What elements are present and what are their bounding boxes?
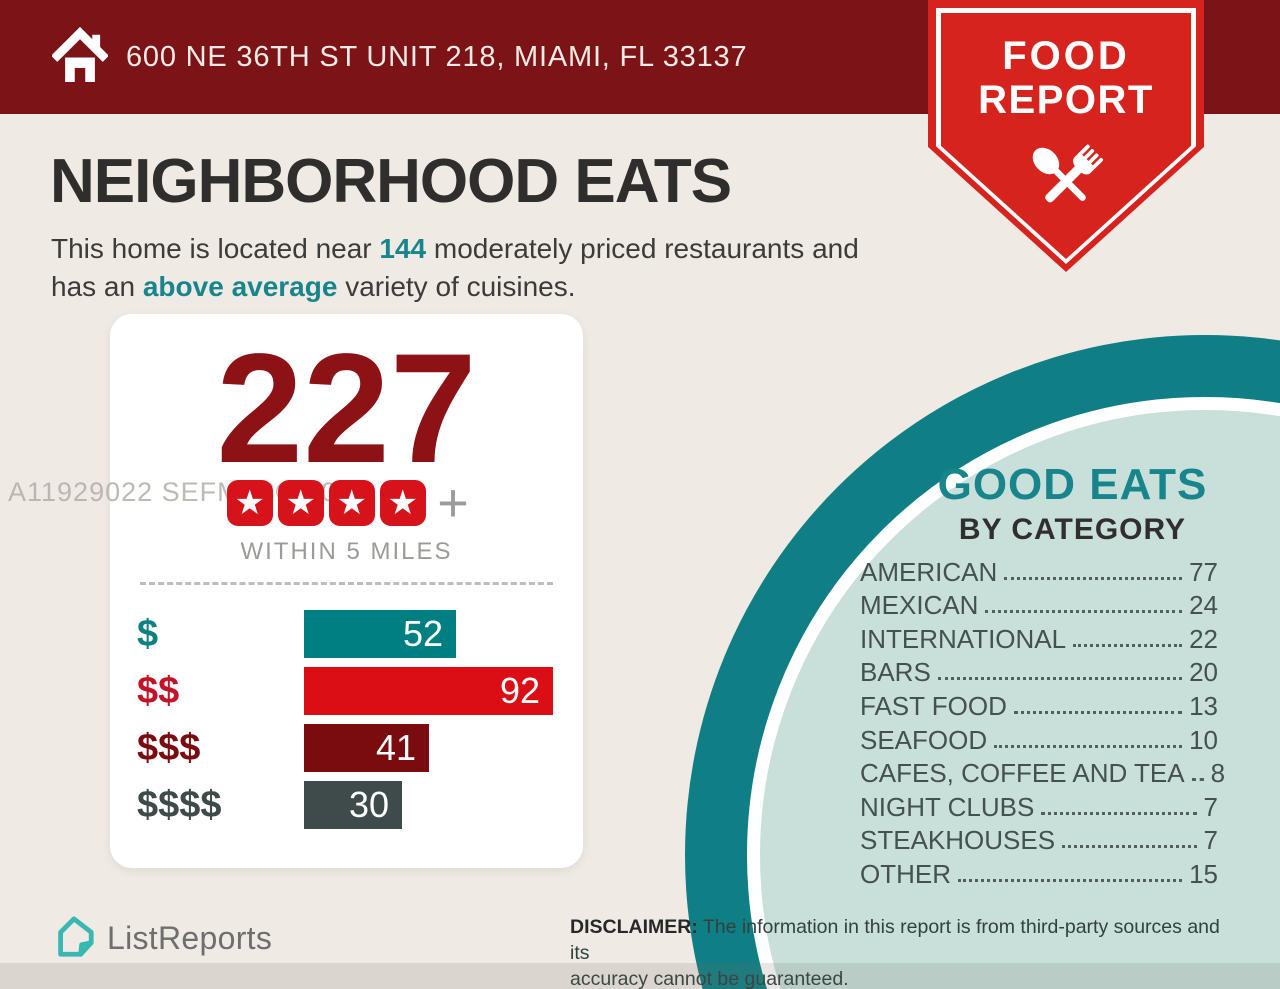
restaurant-stats-card: 227 ★ ★ ★ ★ + WITHIN 5 MILES $52 $$ 92 $$$ 41 $$… xyxy=(110,314,583,868)
price-tier-label: $ xyxy=(137,613,159,655)
property-address: 600 NE 36TH ST UNIT 218, MIAMI, FL 33137 xyxy=(126,40,748,73)
intro-text: This home is located near 144 moderately… xyxy=(51,230,859,306)
category-name: INTERNATIONAL xyxy=(860,623,1067,654)
intro-highlight: above average xyxy=(142,271,338,302)
category-name: AMERICAN xyxy=(860,556,998,587)
category-count: 22 xyxy=(1189,623,1218,654)
dotted-leader xyxy=(937,677,1183,681)
food-report-ribbon: FOOD REPORT xyxy=(928,0,1204,272)
bar: 41 xyxy=(304,724,429,772)
list-item: AMERICAN 77 xyxy=(860,552,1218,586)
list-item: NIGHT CLUBS 7 xyxy=(860,787,1218,821)
category-count: 24 xyxy=(1189,590,1218,621)
star-rating: ★ ★ ★ ★ + xyxy=(110,473,583,533)
dotted-leader xyxy=(1013,710,1183,714)
bar: 92 xyxy=(304,667,553,715)
disclaimer-label: DISCLAIMER: xyxy=(570,916,698,938)
star-icon: ★ xyxy=(226,480,273,526)
listreports-logo: ListReports xyxy=(52,914,272,962)
bar: 52 xyxy=(304,610,456,658)
dotted-leader xyxy=(958,878,1183,882)
category-name: OTHER xyxy=(860,858,951,889)
disclaimer-text: DISCLAIMER: The information in this repo… xyxy=(570,916,1220,989)
dotted-leader xyxy=(1073,643,1183,647)
list-item: FAST FOOD 13 xyxy=(860,686,1218,720)
intro-line2-pre: has an xyxy=(51,271,143,302)
list-item: BARS 20 xyxy=(860,653,1218,688)
star-icon: ★ xyxy=(277,480,324,526)
category-count: 15 xyxy=(1189,858,1218,889)
dotted-leader xyxy=(985,610,1183,614)
category-count: 13 xyxy=(1189,690,1218,721)
dotted-leader xyxy=(1004,576,1183,580)
list-item: STEAKHOUSES 7 xyxy=(860,821,1218,856)
dotted-leader xyxy=(994,744,1183,748)
bar-row: $52 xyxy=(110,610,583,658)
good-eats-subtitle: BY CATEGORY xyxy=(958,513,1187,546)
category-name: SEAFOOD xyxy=(860,724,988,755)
category-count: 8 xyxy=(1210,758,1226,789)
category-name: MEXICAN xyxy=(860,590,979,621)
ribbon-title-line1: FOOD xyxy=(1002,34,1130,78)
price-tier-label: $$$ xyxy=(137,727,201,769)
spoon-and-fork-icon xyxy=(1032,144,1104,203)
radius-label: WITHIN 5 MILES xyxy=(240,538,453,565)
intro-line2-post: variety of cuisines. xyxy=(337,271,576,302)
category-count: 7 xyxy=(1203,791,1218,822)
total-restaurants-count: 227 xyxy=(216,322,477,496)
dotted-leader xyxy=(1041,811,1197,815)
list-item: INTERNATIONAL 22 xyxy=(860,619,1218,653)
star-icon: ★ xyxy=(379,480,426,526)
page-title: NEIGHBORHOOD EATS xyxy=(50,147,732,216)
listreports-wordmark: ListReports xyxy=(107,919,273,956)
list-item: OTHER 15 xyxy=(860,854,1218,888)
restaurant-count: 144 xyxy=(379,233,427,264)
intro-pre: This home is located near xyxy=(51,233,380,264)
bar-row: $$$$ 30 xyxy=(110,781,583,829)
category-name: CAFES, COFFEE AND TEA xyxy=(860,758,1185,789)
plus-sign: + xyxy=(437,473,469,533)
bar-row: $$$ 41 xyxy=(110,724,583,772)
category-count: 7 xyxy=(1203,825,1218,856)
dotted-leader xyxy=(1062,845,1197,849)
list-item: CAFES, COFFEE AND TEA 8 xyxy=(860,754,1225,789)
category-count: 77 xyxy=(1189,556,1218,587)
category-name: FAST FOOD xyxy=(860,690,1007,721)
dotted-leader xyxy=(1191,778,1204,782)
ribbon-title-line2: REPORT xyxy=(978,78,1154,122)
bottom-shadow-strip xyxy=(0,963,1280,989)
dashed-divider xyxy=(140,582,553,585)
good-eats-title: GOOD EATS xyxy=(937,460,1208,509)
star-icon: ★ xyxy=(328,480,375,526)
category-name: STEAKHOUSES xyxy=(860,825,1056,856)
list-item: MEXICAN 24 xyxy=(860,586,1218,621)
bar-row: $$ 92 xyxy=(110,667,583,715)
listreports-house-icon xyxy=(58,916,94,957)
category-name: NIGHT CLUBS xyxy=(860,791,1035,822)
category-count: 10 xyxy=(1189,724,1218,755)
category-name: BARS xyxy=(860,657,931,688)
home-icon xyxy=(52,26,108,82)
price-tier-label: $$$$ xyxy=(137,784,222,826)
price-tier-bar-chart: $52 $$ 92 $$$ 41 $$$$ 30 xyxy=(110,610,583,838)
price-tier-label: $$ xyxy=(137,670,180,712)
list-item: SEAFOOD 10 xyxy=(860,720,1218,754)
category-count: 20 xyxy=(1189,657,1218,688)
intro-mid: moderately priced restaurants and xyxy=(426,233,859,264)
bar: 30 xyxy=(304,781,402,829)
category-count-list: AMERICAN 77 MEXICAN 24 INTERNATIONAL 22 BARS 20… xyxy=(860,552,1225,888)
